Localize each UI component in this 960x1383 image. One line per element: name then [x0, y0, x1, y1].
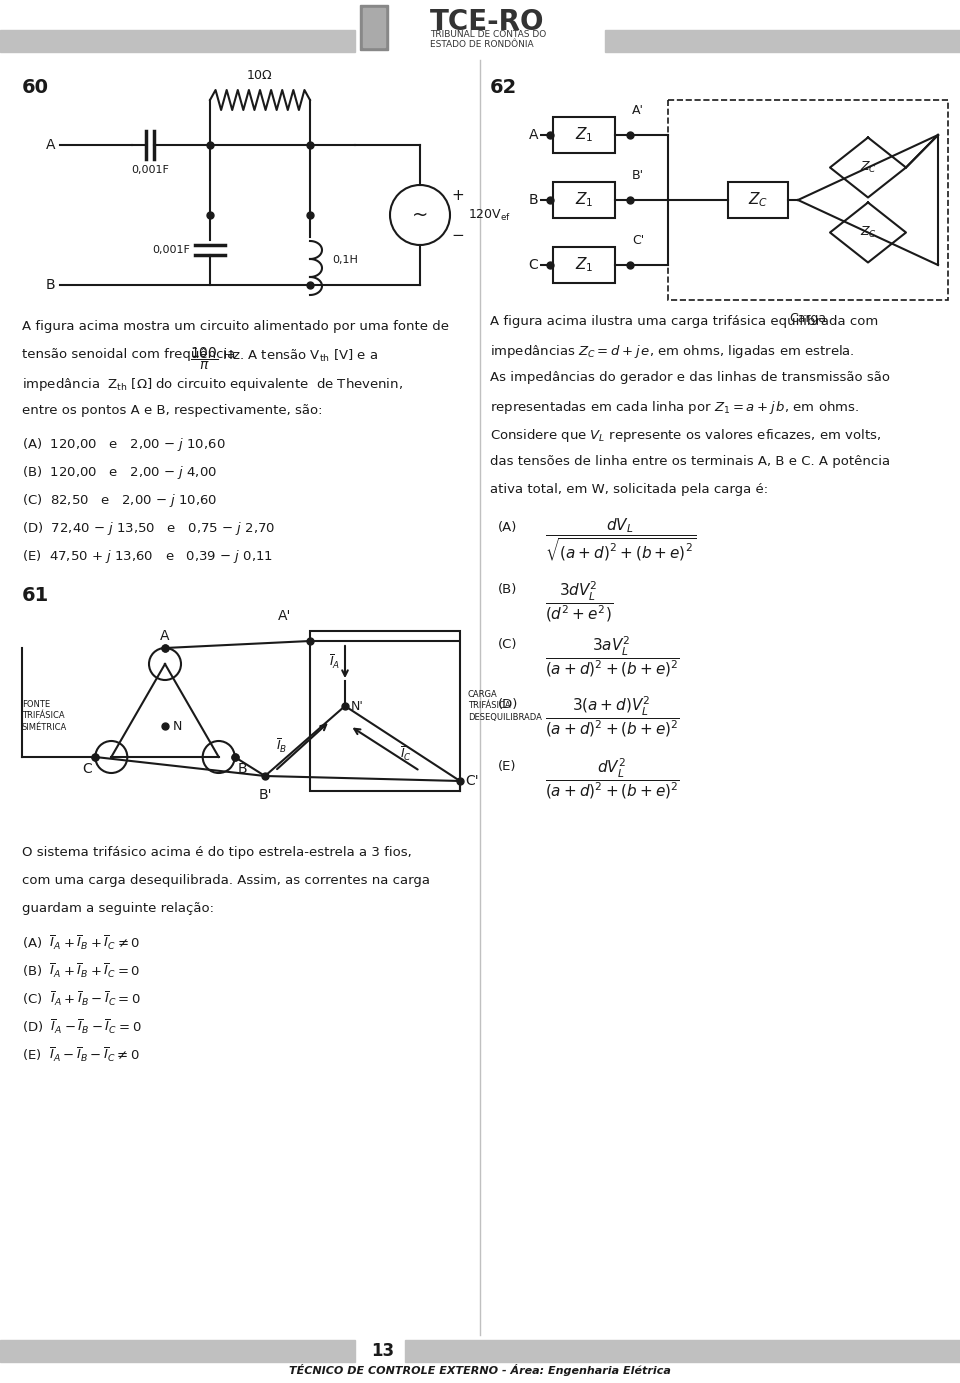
Text: A': A' — [278, 609, 292, 622]
Text: (D): (D) — [498, 698, 518, 711]
Text: $\overline{I}_A$: $\overline{I}_A$ — [329, 653, 340, 671]
Text: B: B — [528, 194, 538, 207]
Text: (A)  $\overline{I}_A + \overline{I}_B + \overline{I}_C \neq 0$: (A) $\overline{I}_A + \overline{I}_B + \… — [22, 934, 140, 953]
Bar — [668, 100, 948, 300]
Text: A: A — [45, 138, 55, 152]
Text: $\overline{I}_B$: $\overline{I}_B$ — [276, 737, 287, 755]
Text: C: C — [83, 762, 92, 776]
Text: (C)  $\overline{I}_A + \overline{I}_B - \overline{I}_C = 0$: (C) $\overline{I}_A + \overline{I}_B - \… — [22, 990, 140, 1008]
Text: 0,1H: 0,1H — [332, 254, 358, 266]
Text: Hz. A tensão V$_{\rm th}$ [V] e a: Hz. A tensão V$_{\rm th}$ [V] e a — [218, 349, 378, 364]
Bar — [360, 6, 388, 50]
Text: (E): (E) — [498, 761, 516, 773]
Text: representadas em cada linha por $Z_1 = a + j\,b$, em ohms.: representadas em cada linha por $Z_1 = a… — [490, 400, 859, 416]
Text: ativa total, em W, solicitada pela carga é:: ativa total, em W, solicitada pela carga… — [490, 483, 768, 496]
Text: tensão senoidal com freqüência: tensão senoidal com freqüência — [22, 349, 240, 361]
Text: (B)  120,00   e   2,00 $-$ $j$ 4,00: (B) 120,00 e 2,00 $-$ $j$ 4,00 — [22, 465, 217, 481]
Bar — [728, 183, 788, 219]
Text: N: N — [173, 719, 182, 733]
Text: (D)  72,40 $-$ $j$ 13,50   e   0,75 $-$ $j$ 2,70: (D) 72,40 $-$ $j$ 13,50 e 0,75 $-$ $j$ 2… — [22, 520, 276, 537]
Text: com uma carga desequilibrada. Assim, as correntes na carga: com uma carga desequilibrada. Assim, as … — [22, 874, 430, 887]
Bar — [553, 248, 615, 284]
Bar — [310, 631, 460, 791]
Text: A figura acima ilustra uma carga trifásica equilibrada com: A figura acima ilustra uma carga trifási… — [490, 315, 878, 328]
Text: $\dfrac{3aV_L^2}{(a+d)^2+(b+e)^2}$: $\dfrac{3aV_L^2}{(a+d)^2+(b+e)^2}$ — [545, 633, 680, 679]
Text: TRIBUNAL DE CONTAS DO: TRIBUNAL DE CONTAS DO — [430, 30, 546, 39]
Text: TÉCNICO DE CONTROLE EXTERNO - Área: Engenharia Elétrica: TÉCNICO DE CONTROLE EXTERNO - Área: Enge… — [289, 1364, 671, 1376]
Text: $\dfrac{dV_L^2}{(a+d)^2+(b+e)^2}$: $\dfrac{dV_L^2}{(a+d)^2+(b+e)^2}$ — [545, 757, 680, 801]
Text: TCE-RO: TCE-RO — [430, 8, 544, 36]
Text: $Z_C$: $Z_C$ — [748, 191, 768, 209]
Text: impedância  Z$_{\rm th}$ [$\Omega$] do circuito equivalente  de Thevenin,: impedância Z$_{\rm th}$ [$\Omega$] do ci… — [22, 376, 403, 393]
Bar — [0, 30, 355, 53]
Text: C: C — [528, 259, 538, 272]
Bar — [363, 8, 385, 47]
Text: As impedâncias do gerador e das linhas de transmissão são: As impedâncias do gerador e das linhas d… — [490, 371, 890, 384]
Text: $\dfrac{100}{\pi}$: $\dfrac{100}{\pi}$ — [190, 346, 219, 372]
Text: $\dfrac{dV_L}{\sqrt{(a+d)^2+(b+e)^2}}$: $\dfrac{dV_L}{\sqrt{(a+d)^2+(b+e)^2}}$ — [545, 517, 696, 563]
Text: ESTADO DE RONDÔNIA: ESTADO DE RONDÔNIA — [430, 40, 534, 48]
Text: O sistema trifásico acima é do tipo estrela-estrela a 3 fios,: O sistema trifásico acima é do tipo estr… — [22, 846, 412, 859]
Text: +: + — [451, 188, 465, 202]
Text: A: A — [529, 129, 538, 142]
Bar — [405, 1340, 960, 1362]
Text: N': N' — [351, 700, 364, 712]
Text: impedâncias $Z_C = d + j\,e$, em ohms, ligadas em estrela.: impedâncias $Z_C = d + j\,e$, em ohms, l… — [490, 343, 854, 360]
Text: guardam a seguinte relação:: guardam a seguinte relação: — [22, 902, 214, 916]
Text: CARGA
TRIFÁSICA
DESEQUILIBRADA: CARGA TRIFÁSICA DESEQUILIBRADA — [468, 690, 541, 722]
Text: FONTE
TRIFÁSICA
SIMÉTRICA: FONTE TRIFÁSICA SIMÉTRICA — [22, 700, 67, 733]
Text: $Z_1$: $Z_1$ — [575, 126, 593, 144]
Text: $\overline{I}_C$: $\overline{I}_C$ — [400, 744, 412, 762]
Text: (E)  $\overline{I}_A - \overline{I}_B - \overline{I}_C \neq 0$: (E) $\overline{I}_A - \overline{I}_B - \… — [22, 1046, 140, 1065]
Text: 0,001F: 0,001F — [132, 165, 169, 176]
Text: entre os pontos A e B, respectivamente, são:: entre os pontos A e B, respectivamente, … — [22, 404, 323, 418]
Text: 0,001F: 0,001F — [152, 245, 190, 254]
Text: Carga: Carga — [789, 313, 827, 325]
Text: C': C' — [465, 774, 479, 788]
Text: (B)  $\overline{I}_A + \overline{I}_B + \overline{I}_C = 0$: (B) $\overline{I}_A + \overline{I}_B + \… — [22, 963, 140, 981]
Text: A: A — [160, 629, 170, 643]
Text: (A): (A) — [498, 521, 517, 534]
Text: A figura acima mostra um circuito alimentado por uma fonte de: A figura acima mostra um circuito alimen… — [22, 319, 449, 333]
Text: B: B — [45, 278, 55, 292]
Text: $Z_1$: $Z_1$ — [575, 191, 593, 209]
Text: ~: ~ — [412, 206, 428, 224]
Text: $Z_1$: $Z_1$ — [575, 256, 593, 274]
Text: B': B' — [632, 169, 644, 183]
Text: 62: 62 — [490, 77, 517, 97]
Text: (A)  120,00   e   2,00 $-$ $j$ 10,60: (A) 120,00 e 2,00 $-$ $j$ 10,60 — [22, 436, 226, 454]
Text: A': A' — [632, 104, 644, 118]
Text: (E)  47,50 $+$ $j$ 13,60   e   0,39 $-$ $j$ 0,11: (E) 47,50 $+$ $j$ 13,60 e 0,39 $-$ $j$ 0… — [22, 548, 273, 566]
Text: Considere que $V_L$ represente os valores eficazes, em volts,: Considere que $V_L$ represente os valore… — [490, 427, 881, 444]
Bar — [553, 118, 615, 154]
Text: 60: 60 — [22, 77, 49, 97]
Bar — [605, 30, 960, 53]
Text: B': B' — [258, 788, 272, 802]
Text: B: B — [238, 762, 248, 776]
Text: $Z_C$: $Z_C$ — [859, 160, 876, 176]
Text: das tensões de linha entre os terminais A, B e C. A potência: das tensões de linha entre os terminais … — [490, 455, 890, 467]
Text: (D)  $\overline{I}_A - \overline{I}_B - \overline{I}_C = 0$: (D) $\overline{I}_A - \overline{I}_B - \… — [22, 1018, 141, 1036]
Text: $\dfrac{3dV_L^2}{(d^2+e^2)}$: $\dfrac{3dV_L^2}{(d^2+e^2)}$ — [545, 579, 613, 624]
Text: 13: 13 — [372, 1342, 395, 1359]
Text: (C)  82,50   e   2,00 $-$ $j$ 10,60: (C) 82,50 e 2,00 $-$ $j$ 10,60 — [22, 492, 217, 509]
Text: 61: 61 — [22, 586, 49, 604]
Bar — [553, 183, 615, 219]
Text: −: − — [451, 227, 465, 242]
Text: $Z_C$: $Z_C$ — [859, 225, 876, 241]
Text: $\dfrac{3(a+d)V_L^2}{(a+d)^2+(b+e)^2}$: $\dfrac{3(a+d)V_L^2}{(a+d)^2+(b+e)^2}$ — [545, 694, 680, 739]
Text: (B): (B) — [498, 584, 517, 596]
Text: 10$\Omega$: 10$\Omega$ — [247, 69, 274, 82]
Text: 120V$_{\rm ef}$: 120V$_{\rm ef}$ — [468, 207, 512, 223]
Text: (C): (C) — [498, 638, 517, 651]
Bar — [0, 1340, 355, 1362]
Text: C': C' — [632, 234, 644, 248]
